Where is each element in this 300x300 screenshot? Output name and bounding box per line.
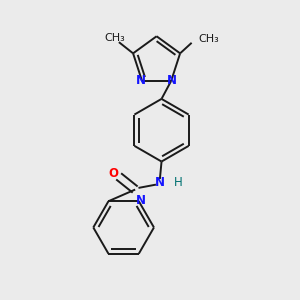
Text: N: N: [135, 194, 146, 207]
Text: H: H: [174, 176, 182, 190]
Text: CH₃: CH₃: [198, 34, 219, 44]
Text: N: N: [167, 74, 177, 88]
Text: N: N: [155, 176, 165, 190]
Text: N: N: [135, 74, 146, 88]
Text: O: O: [109, 167, 119, 180]
Text: CH₃: CH₃: [105, 33, 125, 43]
